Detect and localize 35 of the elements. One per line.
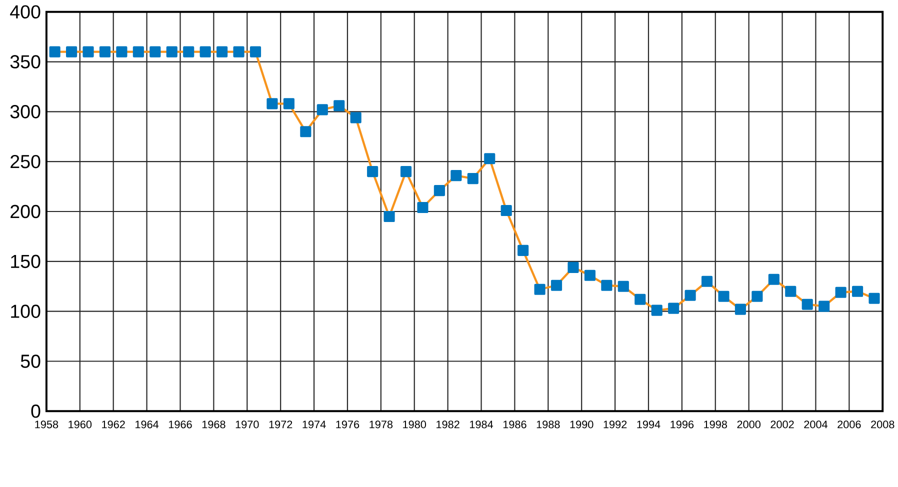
x-tick-label: 1968 <box>202 420 226 428</box>
x-tick-label: 2000 <box>737 420 760 428</box>
y-tick-label: 400 <box>10 5 40 18</box>
x-tick-label: 2002 <box>770 420 794 428</box>
y-tick-label: 350 <box>10 54 40 68</box>
x-tick-label: 1964 <box>136 420 159 428</box>
x-tick-label: 1986 <box>503 420 526 428</box>
x-tick-label: 1980 <box>403 420 426 428</box>
x-tick-label: 1966 <box>168 420 192 428</box>
x-tick-label: 1974 <box>302 420 326 428</box>
x-tick-label: 2008 <box>871 420 894 428</box>
x-tick-label: 1972 <box>269 420 292 428</box>
y-tick-label: 200 <box>10 204 40 218</box>
x-tick-label: 2006 <box>838 420 861 428</box>
y-tick-label: 150 <box>11 254 40 268</box>
x-tick-label: 1998 <box>704 420 727 428</box>
x-tick-label: 1960 <box>68 420 92 428</box>
x-tick-label: 1988 <box>536 420 560 428</box>
x-tick-label: 2004 <box>804 420 828 428</box>
y-tick-label: 100 <box>11 304 40 318</box>
x-tick-label: 1958 <box>35 420 58 428</box>
y-tick-label: 0 <box>31 404 40 418</box>
x-tick-label: 1978 <box>370 420 393 428</box>
y-tick-label: 300 <box>10 104 40 118</box>
x-tick-label: 1962 <box>102 420 125 428</box>
x-tick-label: 1996 <box>670 420 694 428</box>
x-tick-label: 1994 <box>637 420 660 428</box>
x-tick-label: 1982 <box>436 420 460 428</box>
x-tick-label: 1976 <box>336 420 360 428</box>
x-tick-label: 1990 <box>570 420 594 428</box>
x-tick-label: 1984 <box>470 420 494 428</box>
x-tick-label: 1970 <box>236 420 259 428</box>
y-tick-label: 50 <box>20 354 40 368</box>
y-tick-label: 250 <box>10 154 40 168</box>
x-tick-label: 1992 <box>604 420 627 428</box>
